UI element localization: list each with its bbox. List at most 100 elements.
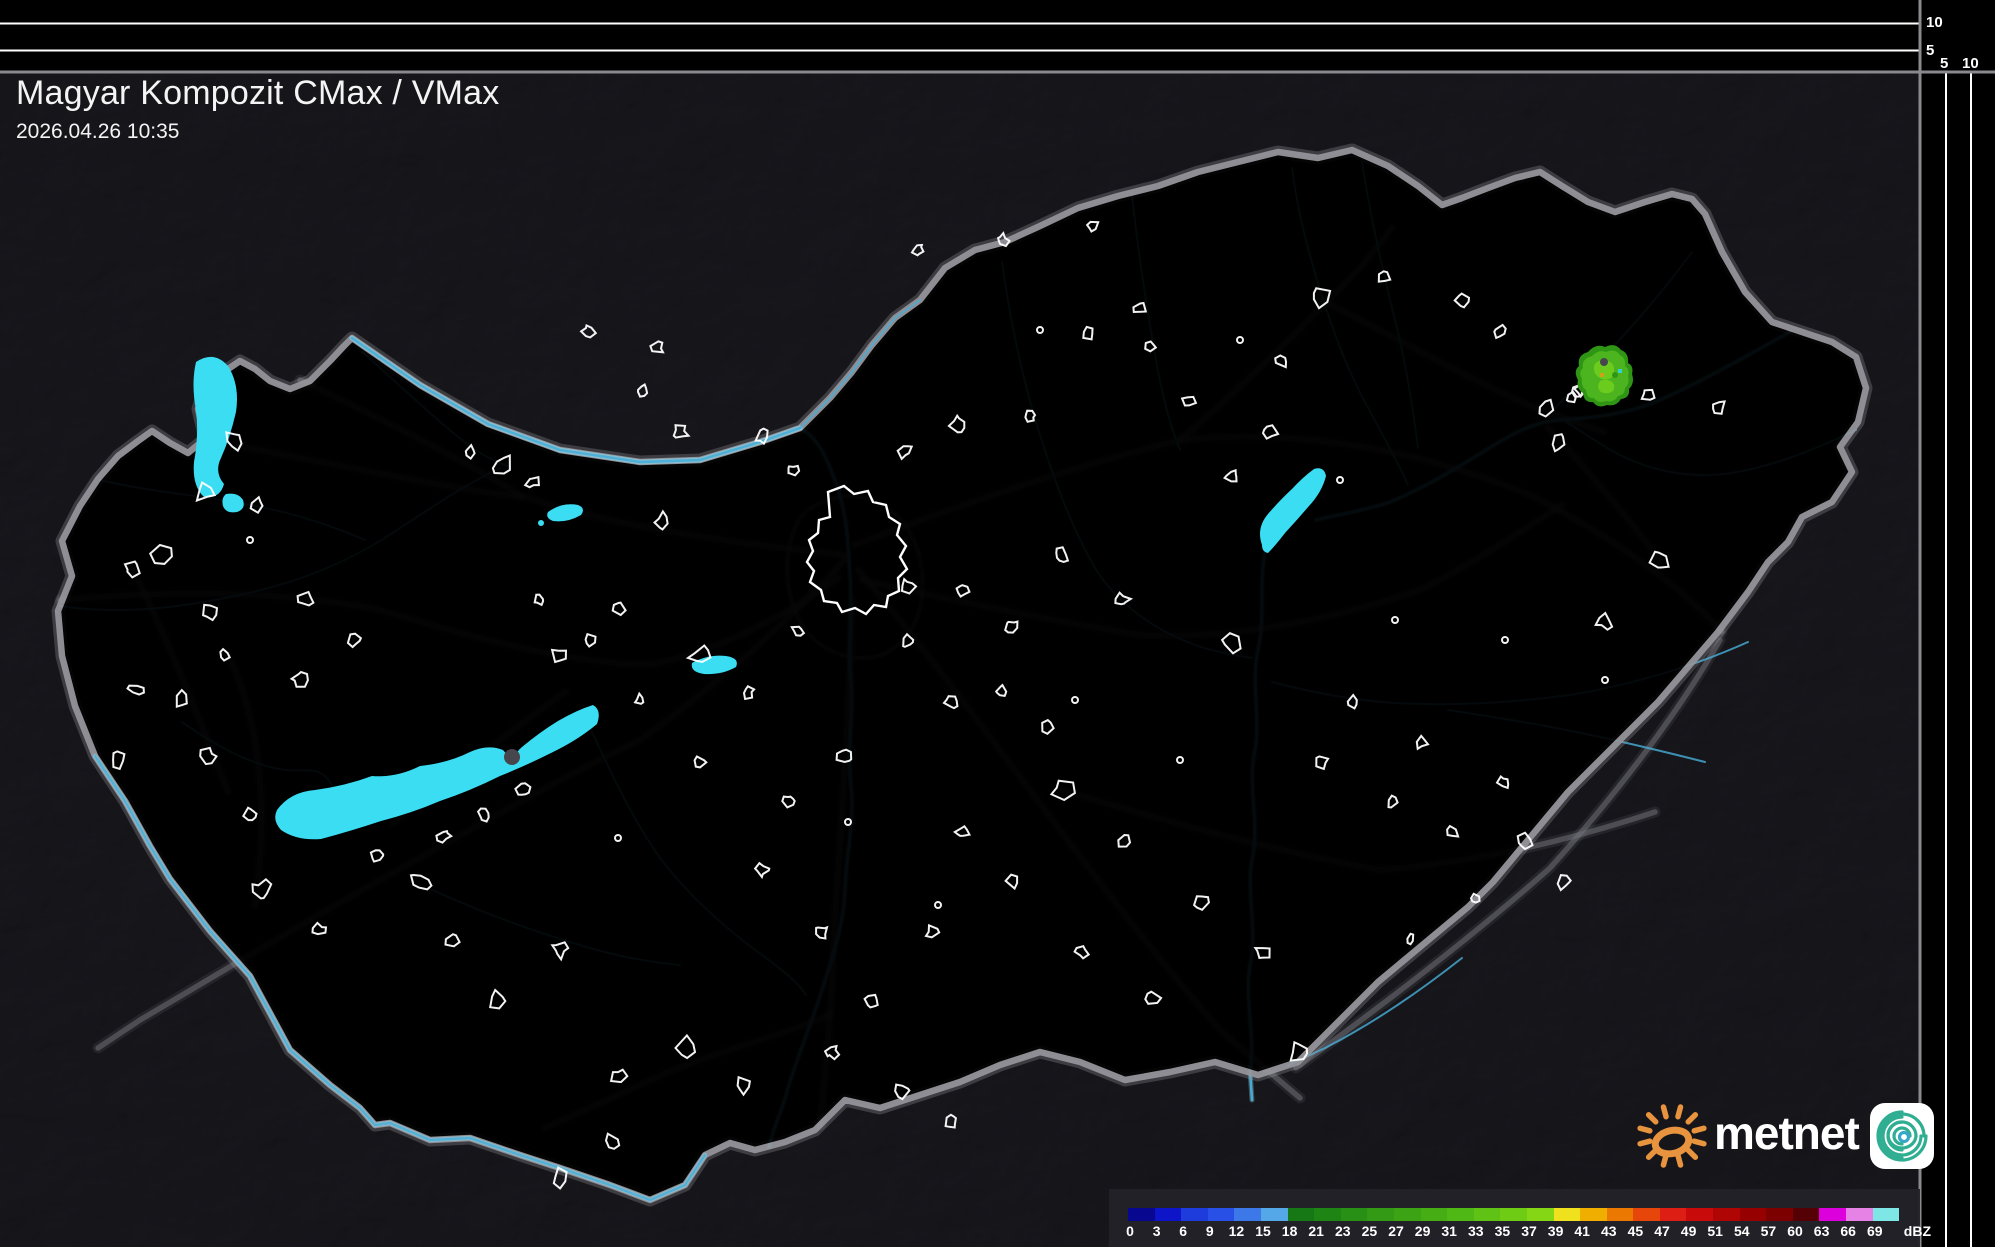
settlement-outline (219, 647, 231, 662)
settlement-outline (225, 431, 243, 453)
lake-ferto (193, 356, 237, 498)
settlement-outline (815, 925, 829, 940)
settlement-outline (1469, 892, 1481, 904)
settlement-dot (1601, 676, 1609, 684)
settlement-outline (1041, 718, 1055, 735)
map-header: Magyar Kompozit CMax / VMax 2026.04.26 1… (16, 74, 499, 144)
colorbar-tick-label: 6 (1179, 1223, 1188, 1239)
colorbar-cells (1128, 1208, 1900, 1221)
colorbar-tick-label: 54 (1734, 1223, 1750, 1239)
settlement-outline (175, 688, 188, 709)
settlement-dot (1236, 336, 1244, 344)
settlement-outline (1346, 693, 1358, 710)
dbz-colorbar: 0 3 6 9 12 15 18 21 23 25 27 29 31 33 35 37 39 41 43 45 47 49… (1109, 1189, 1931, 1247)
colorbar-tick-label: 29 (1414, 1223, 1431, 1239)
settlement-outline (1073, 945, 1091, 960)
settlement-outline (863, 993, 879, 1009)
settlement-outline (781, 795, 796, 809)
settlement-outline (924, 923, 941, 939)
colorbar-tick-label: 43 (1601, 1223, 1617, 1239)
settlement-outline (604, 1132, 621, 1150)
page-title: Magyar Kompozit CMax / VMax (16, 74, 500, 112)
settlement-outline (1640, 388, 1656, 401)
settlement-budapest (805, 484, 909, 616)
settlement-outline (1289, 1040, 1309, 1062)
colorbar-tick-label: 33 (1468, 1223, 1484, 1239)
colorbar-cell (1154, 1208, 1182, 1221)
settlement-outline (409, 873, 433, 891)
settlement-outline (754, 427, 769, 446)
settlement-outline (195, 480, 217, 503)
settlement-outline (1192, 895, 1210, 912)
lake-velence (691, 655, 737, 675)
settlement-outline (955, 584, 971, 598)
settlement-outline (900, 577, 918, 595)
vertical-axis-label-10: 10 (1926, 14, 1943, 31)
colorbar-cell (1792, 1208, 1820, 1221)
colorbar-tick-label: 18 (1281, 1223, 1298, 1239)
colorbar-tick-label: 9 (1205, 1223, 1214, 1239)
settlement-outline (672, 424, 691, 439)
colorbar-cell (1234, 1208, 1261, 1221)
lake-balaton (275, 705, 599, 840)
lake-tisza (1260, 468, 1326, 553)
settlement-outline (491, 454, 511, 475)
settlement-outline (311, 921, 328, 936)
colorbar-cell (1181, 1208, 1208, 1221)
settlement-outline (550, 648, 568, 664)
spiral-logo-icon (1869, 1103, 1934, 1169)
colorbar-cell (1447, 1208, 1474, 1221)
logo-text: metnet (1714, 1107, 1860, 1159)
settlement-dot (1501, 636, 1509, 644)
colorbar-tick-label: 35 (1494, 1223, 1511, 1239)
timestamp: 2026.04.26 10:35 (16, 120, 180, 143)
colorbar-tick-label: 31 (1441, 1223, 1457, 1239)
colorbar-cell (1526, 1208, 1554, 1221)
settlement-outline (550, 941, 570, 962)
colorbar-cell (1207, 1208, 1235, 1221)
settlement-outline (1220, 632, 1242, 655)
colorbar-cell (1819, 1208, 1847, 1221)
settlement-outline (476, 807, 490, 823)
colorbar-tick-label: 0 (1126, 1223, 1134, 1239)
colorbar-tick-label: 45 (1627, 1223, 1644, 1239)
settlement-outline (369, 849, 385, 863)
settlement-outline (653, 509, 669, 531)
settlement-outline (435, 830, 454, 844)
border-rivers (92, 299, 921, 1203)
settlement-outline (1049, 779, 1076, 802)
settlement-outline (636, 382, 649, 398)
settlement-outline (289, 670, 309, 688)
settlement-outline (584, 632, 597, 648)
settlement-outline (902, 632, 915, 648)
colorbar-tick-label: 23 (1335, 1223, 1351, 1239)
settlement-outline (444, 933, 461, 948)
colorbar-cell (1713, 1208, 1740, 1221)
settlement-dot (844, 818, 852, 826)
settlement-outline (123, 560, 141, 579)
colorbar-tick-label: 47 (1654, 1223, 1670, 1239)
colorbar-tick-label: 66 (1840, 1223, 1856, 1239)
lakes (193, 356, 1326, 840)
colorbar-cell (1766, 1208, 1793, 1221)
settlement-outline (1387, 794, 1399, 809)
settlement-outline (1085, 220, 1100, 233)
settlement-outline (1594, 611, 1614, 631)
colorbar-cell (1393, 1208, 1421, 1221)
settlement-outline (742, 685, 756, 701)
settlement-outline (896, 445, 914, 461)
settlement-outline (1274, 354, 1288, 369)
settlement-outline (1415, 734, 1430, 751)
colorbar-tick-label: 57 (1760, 1223, 1777, 1239)
settlement-outline (1144, 990, 1163, 1005)
tihany-peninsula-gap (504, 749, 520, 765)
settlement-outline (148, 543, 173, 565)
colorbar-cell (1846, 1208, 1873, 1221)
settlement-outline (894, 1083, 911, 1101)
colorbar-tick-label: 37 (1521, 1223, 1537, 1239)
colorbar-tick-label: 39 (1547, 1223, 1564, 1239)
colorbar-tick-label: 51 (1707, 1223, 1723, 1239)
settlement-outline (994, 683, 1008, 698)
settlement-outline (1493, 323, 1507, 340)
